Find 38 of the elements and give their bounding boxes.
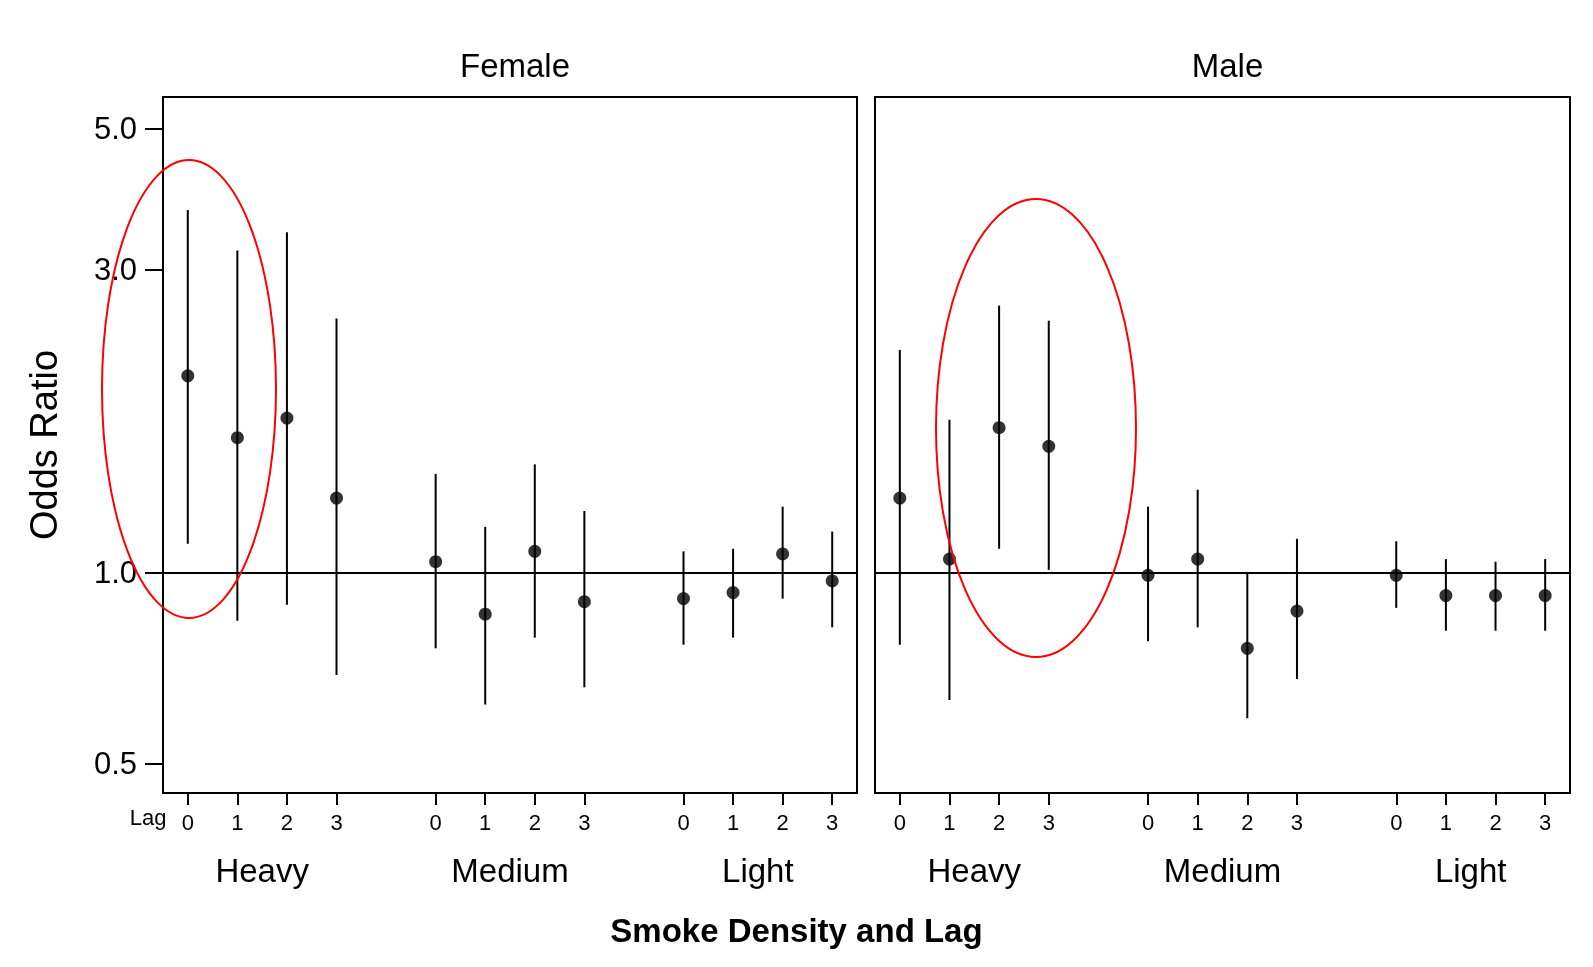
y-tick-label: 0.5	[93, 746, 137, 782]
x-tick-label: 1	[1439, 809, 1453, 835]
text: Medium	[451, 851, 569, 889]
x-tick-label: 1	[1191, 809, 1204, 835]
x-tick-label: 0	[429, 809, 442, 835]
x-tick-label: 2	[776, 809, 789, 835]
x-tick-label: 2	[1241, 809, 1254, 835]
x-tick-label: 2	[1489, 809, 1502, 835]
chart-title: Female	[459, 47, 571, 84]
x-tick-label: 1	[943, 809, 956, 835]
text: Heavy	[927, 851, 1022, 889]
x-tick-label: 0	[893, 809, 906, 835]
x-axis-title: Smoke Density and Lag	[609, 912, 984, 950]
text: Light	[722, 851, 794, 889]
x-tick-label: 0	[677, 809, 690, 835]
text: Light	[1434, 851, 1507, 889]
x-tick-label: 2	[528, 809, 541, 835]
x-tick-label: 3	[1042, 809, 1055, 835]
x-tick-label: 3	[1539, 809, 1552, 835]
x-tick-label: 2	[280, 809, 294, 835]
text: Heavy	[215, 851, 310, 889]
x-tick-label: 3	[826, 809, 839, 835]
x-tick-label: 3	[578, 809, 591, 835]
x-tick-label: 1	[479, 809, 492, 835]
y-tick-label: 1.0	[93, 555, 137, 591]
x-tick-label: 0	[1141, 809, 1155, 835]
y-tick-label: 5.0	[93, 110, 137, 146]
chart-title: Male	[1191, 47, 1264, 84]
text: Lag	[129, 804, 167, 830]
x-tick-label: 3	[1290, 809, 1304, 835]
x-tick-label: 0	[1390, 809, 1403, 835]
text: Medium	[1163, 851, 1282, 889]
x-tick-label: 2	[992, 809, 1006, 835]
x-tick-label: 1	[726, 809, 740, 835]
x-tick-label: 3	[330, 809, 343, 835]
y-axis-title: Odds Ratio	[23, 349, 65, 541]
x-tick-label: 1	[231, 809, 244, 835]
x-tick-label: 0	[181, 809, 194, 835]
